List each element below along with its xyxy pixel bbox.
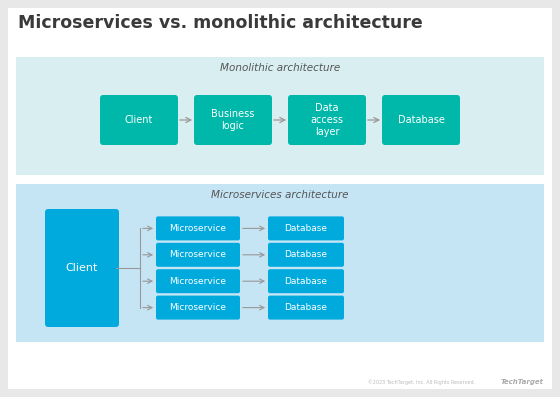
FancyBboxPatch shape xyxy=(8,8,552,389)
FancyBboxPatch shape xyxy=(156,216,240,241)
Text: Database: Database xyxy=(284,250,328,259)
FancyBboxPatch shape xyxy=(194,95,272,145)
Text: Microservice: Microservice xyxy=(170,250,226,259)
FancyBboxPatch shape xyxy=(268,216,344,241)
Text: Monolithic architecture: Monolithic architecture xyxy=(220,63,340,73)
Text: Database: Database xyxy=(284,277,328,286)
FancyBboxPatch shape xyxy=(268,243,344,267)
Text: ©2023 TechTarget, Inc. All Rights Reserved.: ©2023 TechTarget, Inc. All Rights Reserv… xyxy=(368,380,475,385)
Text: Business
logic: Business logic xyxy=(211,109,255,131)
FancyBboxPatch shape xyxy=(100,95,178,145)
FancyBboxPatch shape xyxy=(268,296,344,320)
FancyBboxPatch shape xyxy=(156,269,240,293)
Text: Microservice: Microservice xyxy=(170,277,226,286)
Text: Microservices vs. monolithic architecture: Microservices vs. monolithic architectur… xyxy=(18,14,423,32)
Text: Database: Database xyxy=(284,224,328,233)
Text: Database: Database xyxy=(398,115,445,125)
Text: Client: Client xyxy=(125,115,153,125)
FancyBboxPatch shape xyxy=(156,243,240,267)
Text: Client: Client xyxy=(66,263,98,273)
Text: Microservices architecture: Microservices architecture xyxy=(211,190,349,200)
Text: Microservice: Microservice xyxy=(170,224,226,233)
FancyBboxPatch shape xyxy=(16,57,544,175)
FancyBboxPatch shape xyxy=(268,269,344,293)
Text: Database: Database xyxy=(284,303,328,312)
Text: Data
access
layer: Data access layer xyxy=(310,102,343,137)
FancyBboxPatch shape xyxy=(382,95,460,145)
Text: TechTarget: TechTarget xyxy=(501,379,544,385)
Text: Microservice: Microservice xyxy=(170,303,226,312)
FancyBboxPatch shape xyxy=(16,184,544,342)
FancyBboxPatch shape xyxy=(45,209,119,327)
FancyBboxPatch shape xyxy=(288,95,366,145)
FancyBboxPatch shape xyxy=(156,296,240,320)
